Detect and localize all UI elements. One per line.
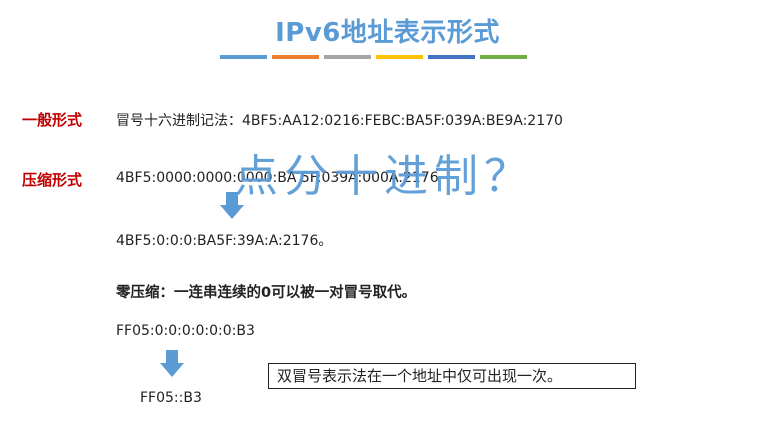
compressed-original-address: 4BF5:0000:0000:0000:BA 5F:039A:000A:2176 (116, 170, 439, 186)
stripe-2 (272, 55, 319, 59)
stripe-4 (376, 55, 423, 59)
dotted-decimal-question-overlay: 点分十进制？ (234, 151, 534, 202)
down-arrow-icon (220, 192, 244, 219)
compressed-form-label: 压缩形式 (22, 171, 83, 189)
zero-compression-original: FF05:0:0:0:0:0:0:B3 (116, 323, 255, 339)
slide-title: IPv6地址表示形式 (275, 18, 500, 48)
stripe-5 (428, 55, 475, 59)
down-arrow-icon (160, 350, 184, 377)
zero-compression-heading: 零压缩：一连串连续的0可以被一对冒号取代。 (116, 285, 417, 301)
general-form-label: 一般形式 (22, 111, 83, 129)
stripe-1 (220, 55, 267, 59)
stripe-3 (324, 55, 371, 59)
compressed-result-address: 4BF5:0:0:0:BA5F:39A:A:2176。 (116, 233, 333, 249)
double-colon-note-box: 双冒号表示法在一个地址中仅可出现一次。 (268, 363, 636, 389)
title-underline-stripes (220, 55, 527, 59)
general-form-text: 冒号十六进制记法：4BF5:AA12:0216:FEBC:BA5F:039A:B… (116, 113, 563, 129)
stripe-6 (480, 55, 527, 59)
zero-compression-result: FF05::B3 (140, 390, 202, 406)
